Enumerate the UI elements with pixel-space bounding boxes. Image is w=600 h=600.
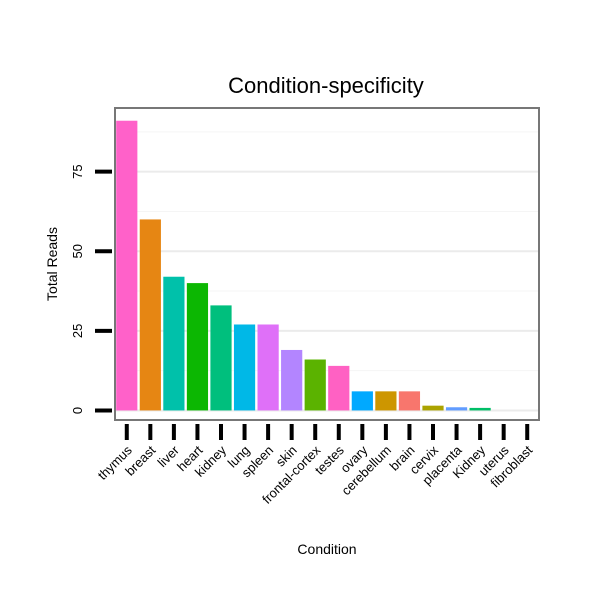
bar-lung [233,324,256,411]
y-tick-label: 25 [70,324,85,338]
bar-spleen [257,324,279,411]
chart-title: Condition-specificity [228,73,424,98]
bar-testes [328,365,350,411]
plot-background [115,108,539,420]
gridlines [115,131,539,412]
bar-kidney [469,407,491,411]
bar-heart [186,283,209,411]
x-axis: thymusbreastliverheartkidneylungspleensk… [95,424,536,507]
y-tick-label: 50 [70,244,85,258]
y-tick-label: 0 [70,407,85,414]
bar-ovary [351,391,373,411]
bar-kidney [210,305,232,411]
bar-thymus [116,120,138,411]
y-axis: 0 25 50 75 [70,164,112,414]
bar-placenta [445,407,468,411]
bar-frontal-cortex [304,359,326,411]
bar-brain [398,391,421,411]
bar-cerebellum [375,391,397,411]
bar-cervix [422,405,444,411]
y-tick-label: 75 [70,164,85,178]
bar-skin [281,349,303,411]
bar-liver [163,276,185,411]
bar-breast [139,219,161,411]
plot-border [114,107,540,421]
y-axis-title: Total Reads [44,227,60,301]
x-axis-title: Condition [297,541,356,557]
plot-area [115,108,539,420]
bars [116,120,491,411]
